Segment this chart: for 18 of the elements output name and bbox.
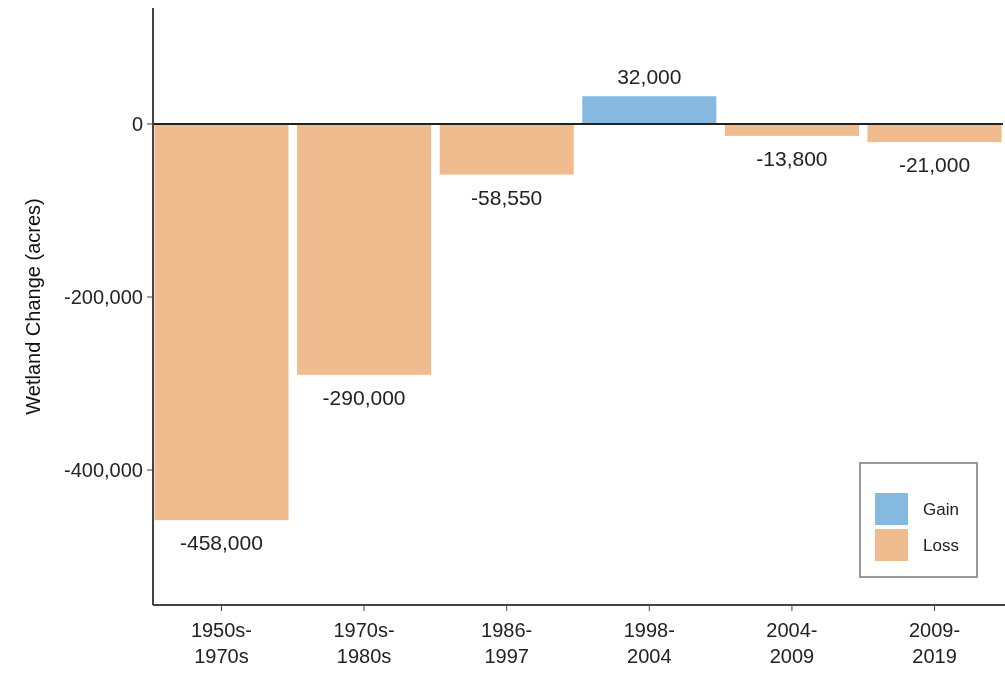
data-label: -21,000 [898, 153, 971, 177]
x-tick-label: 2004-2009 [766, 619, 818, 667]
x-tick-label: 1950s-1970s [190, 619, 253, 667]
y-axis-title: Wetland Change (acres) [22, 198, 44, 415]
data-label: -458,000 [180, 531, 263, 555]
y-tick-label: -400,000 [64, 459, 143, 482]
data-label: 32,000 [617, 65, 682, 89]
x-tick-label: 1998-2004 [623, 619, 675, 667]
data-label: -290,000 [322, 385, 406, 409]
legend-label: Loss [923, 535, 959, 555]
legend-label: Gain [923, 499, 959, 519]
data-label: -13,800 [756, 146, 828, 170]
y-tick-label: 0 [131, 112, 143, 135]
x-tick-label: 1986-1997 [481, 619, 533, 667]
y-tick-label: -200,000 [64, 285, 143, 308]
x-tick-label: 1970s-1980s [333, 619, 395, 667]
data-label: -58,550 [471, 185, 543, 209]
x-tick-label: 2009-2019 [908, 619, 961, 667]
